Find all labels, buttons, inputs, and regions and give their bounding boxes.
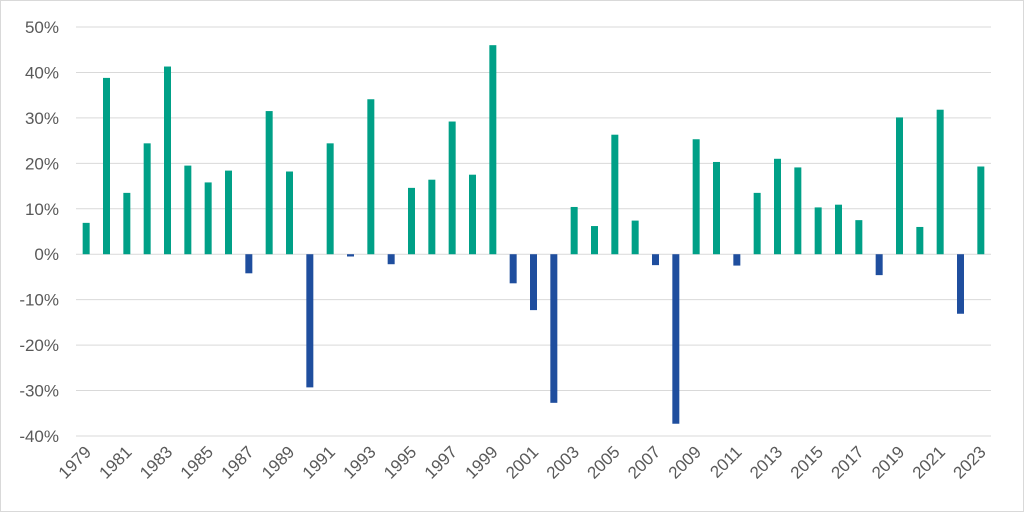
bar-2006 xyxy=(631,220,639,255)
x-tick-label: 2013 xyxy=(746,442,786,482)
y-tick-label: 40% xyxy=(25,63,59,82)
bar-1986 xyxy=(225,170,232,255)
x-tick-label: 2011 xyxy=(706,442,745,481)
bar-2015 xyxy=(814,207,822,255)
bar-1982 xyxy=(143,143,151,255)
x-tick-label: 1979 xyxy=(55,442,95,482)
x-axis-tick-labels: 1979 1981 1983 1985 1987 1989 1991 1993 1995 1997… xyxy=(55,442,990,482)
bar-2008 xyxy=(672,254,680,424)
bar-1998 xyxy=(469,174,476,255)
x-tick-label: 2019 xyxy=(868,442,908,482)
y-tick-label: -30% xyxy=(19,382,59,401)
bar-2021 xyxy=(936,109,944,255)
bar-1992 xyxy=(347,254,354,257)
x-tick-label: 2021 xyxy=(909,442,949,482)
bar-1988 xyxy=(265,111,273,255)
x-tick-label: 2009 xyxy=(665,442,705,482)
x-tick-label: 2017 xyxy=(827,442,867,482)
y-tick-label: 10% xyxy=(25,200,59,219)
bar-1995 xyxy=(408,187,415,255)
bar-1999 xyxy=(489,45,497,255)
bar-2017 xyxy=(855,220,863,255)
y-tick-label: 50% xyxy=(25,18,59,37)
bars xyxy=(82,45,985,424)
gridlines xyxy=(76,26,991,437)
x-tick-label: 1985 xyxy=(177,442,217,482)
x-tick-label: 1991 xyxy=(299,442,339,482)
y-tick-label: 20% xyxy=(25,154,59,173)
bar-2022 xyxy=(957,254,964,314)
bar-1981 xyxy=(123,192,131,255)
x-tick-label: 1997 xyxy=(421,442,461,482)
bar-2010 xyxy=(713,161,720,255)
y-axis-tick-labels: 50% 40% 30% 20% 10% 0% -10% -20% -30% -40% xyxy=(19,18,59,446)
y-tick-label: -20% xyxy=(19,336,59,355)
bar-1994 xyxy=(387,254,395,265)
y-tick-label: 30% xyxy=(25,109,59,128)
bar-2009 xyxy=(692,139,700,255)
bar-2013 xyxy=(774,158,781,255)
x-tick-label: 1989 xyxy=(258,442,298,482)
bar-2016 xyxy=(835,204,842,255)
x-tick-label: 1983 xyxy=(136,442,176,482)
bar-1990 xyxy=(306,254,314,388)
y-tick-label: -10% xyxy=(19,291,59,310)
bar-1984 xyxy=(184,165,192,255)
bar-1987 xyxy=(245,254,253,274)
x-tick-label: 1981 xyxy=(95,442,135,482)
bar-2018 xyxy=(875,254,883,276)
bar-2011 xyxy=(733,254,741,266)
bar-2001 xyxy=(530,254,537,311)
bar-2019 xyxy=(896,117,903,255)
bar-1991 xyxy=(326,143,334,255)
x-tick-label: 2015 xyxy=(787,442,827,482)
x-tick-label: 2007 xyxy=(624,442,664,482)
bar-2005 xyxy=(611,134,619,255)
bar-2012 xyxy=(753,192,761,255)
bar-2014 xyxy=(794,167,802,255)
x-tick-label: 2003 xyxy=(543,442,583,482)
bar-1996 xyxy=(428,179,436,255)
x-tick-label: 1995 xyxy=(380,442,420,482)
x-tick-label: 2005 xyxy=(583,442,623,482)
x-tick-label: 2023 xyxy=(949,442,989,482)
bar-2003 xyxy=(570,206,578,255)
bar-2023 xyxy=(977,166,985,255)
bar-2004 xyxy=(591,226,598,255)
x-tick-label: 1987 xyxy=(217,442,257,482)
bar-2020 xyxy=(916,226,924,255)
bar-1979 xyxy=(82,222,90,255)
bar-1980 xyxy=(103,77,110,255)
bar-2002 xyxy=(550,254,558,403)
x-tick-label: 2001 xyxy=(502,442,542,482)
x-tick-label: 1993 xyxy=(339,442,379,482)
bar-1985 xyxy=(204,182,212,255)
y-tick-label: 0% xyxy=(34,245,59,264)
bar-2007 xyxy=(652,254,659,266)
bar-1993 xyxy=(367,99,375,255)
y-tick-label: -40% xyxy=(19,427,59,446)
x-tick-label: 1999 xyxy=(461,442,501,482)
bar-1983 xyxy=(164,66,171,255)
bar-1997 xyxy=(448,121,456,255)
bar-2000 xyxy=(509,254,517,284)
bar-1989 xyxy=(286,171,293,255)
